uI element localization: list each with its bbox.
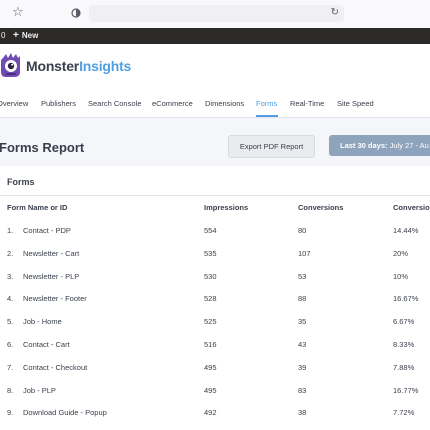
row-number: 3. [7, 271, 14, 281]
conversions-value: 107 [298, 248, 311, 258]
url-bar[interactable]: ↻ [89, 5, 344, 22]
conversions-value: 35 [298, 317, 307, 327]
impressions-value: 535 [204, 248, 217, 258]
column-header-conversions: Conversions [298, 203, 344, 212]
report-header: Forms Report Export PDF Report Last 30 d… [0, 118, 430, 167]
logo-name-main: Monster [26, 58, 80, 74]
conversion-rate-value: 20% [393, 248, 409, 258]
form-name: Job - PLP [23, 385, 56, 395]
forms-panel: Forms Form Name or ID Impressions Conver… [0, 166, 430, 430]
row-number: 4. [7, 294, 14, 304]
panel-title: Forms [7, 177, 35, 187]
form-name: Contact - PDP [23, 226, 71, 235]
conversion-rate-value: 6.67% [393, 317, 415, 327]
conversions-value: 39 [298, 362, 307, 372]
form-name: Contact - Cart [23, 340, 70, 349]
table-row: 7. Contact - Checkout 495 39 7.88% [0, 363, 430, 385]
table-row: 5. Job - Home 525 35 6.67% [0, 317, 430, 339]
table-row: 3. Newsletter - PLP 530 53 10% [0, 272, 430, 294]
impressions-value: 516 [204, 340, 217, 349]
impressions-value: 554 [204, 226, 217, 235]
new-label: New [21, 31, 39, 40]
browser-toolbar: ☆ ↻ [0, 0, 430, 29]
tab-forms[interactable]: Forms [256, 99, 278, 108]
conversion-rate-value: 16.67% [393, 294, 419, 304]
table-row: 9. Download Guide - Popup 492 38 7.72% [0, 408, 430, 430]
form-name: Contact - Checkout [23, 362, 88, 372]
shield-icon[interactable] [71, 8, 81, 18]
date-range-value: July 27 - Au [389, 141, 429, 150]
row-number: 6. [7, 340, 14, 349]
row-number: 2. [7, 248, 14, 258]
table-row: 6. Contact - Cart 516 43 8.33% [0, 340, 430, 362]
update-count[interactable]: 0 [1, 31, 6, 40]
column-header-impressions: Impressions [204, 203, 249, 212]
plugin-header: MonsterInsights [0, 44, 430, 91]
new-content-button[interactable]: + New [13, 30, 38, 41]
reload-icon[interactable]: ↻ [330, 7, 339, 18]
impressions-value: 525 [204, 317, 217, 327]
tab-overview[interactable]: Overview [0, 99, 29, 108]
impressions-value: 495 [204, 385, 217, 395]
table-row: 2. Newsletter - Cart 535 107 20% [0, 249, 430, 271]
form-name: Newsletter - Cart [23, 248, 80, 258]
conversion-rate-value: 7.88% [393, 362, 415, 372]
impressions-value: 528 [204, 294, 217, 304]
conversions-value: 38 [298, 408, 307, 418]
table-row: 4. Newsletter - Footer 528 88 16.67% [0, 294, 430, 316]
conversion-rate-value: 14.44% [393, 226, 419, 235]
export-pdf-button[interactable]: Export PDF Report [228, 135, 315, 158]
date-range-prefix: Last 30 days: [340, 141, 388, 150]
tab-publishers[interactable]: Publishers [41, 99, 77, 108]
logo-wordmark: MonsterInsights [26, 58, 131, 74]
form-name: Download Guide - Popup [23, 408, 107, 418]
form-name: Newsletter - PLP [23, 271, 80, 281]
page-title: Forms Report [0, 140, 85, 155]
impressions-value: 495 [204, 362, 217, 372]
conversions-value: 43 [298, 340, 307, 349]
impressions-value: 530 [204, 271, 217, 281]
row-number: 9. [7, 408, 14, 418]
star-icon[interactable]: ☆ [12, 5, 24, 20]
tab-search-console[interactable]: Search Console [88, 99, 142, 108]
form-name: Job - Home [23, 317, 62, 327]
conversions-value: 80 [298, 226, 307, 235]
logo-name-accent: Insights [79, 58, 132, 74]
tab-real-time[interactable]: Real-Time [290, 99, 325, 108]
active-tab-indicator [256, 115, 278, 117]
conversion-rate-value: 16.77% [393, 385, 419, 395]
tab-site-speed[interactable]: Site Speed [337, 99, 374, 108]
plus-icon: + [13, 30, 19, 41]
wp-admin-bar: 0 + New [0, 28, 430, 44]
row-number: 5. [7, 317, 14, 327]
impressions-value: 492 [204, 408, 217, 418]
conversion-rate-value: 10% [393, 271, 409, 281]
conversions-value: 88 [298, 294, 307, 304]
form-name: Newsletter - Footer [23, 294, 87, 304]
column-header-form-name: Form Name or ID [7, 203, 68, 212]
row-number: 1. [7, 226, 14, 235]
conversion-rate-value: 8.33% [393, 340, 415, 349]
conversion-rate-value: 7.72% [393, 408, 415, 418]
conversions-value: 53 [298, 271, 307, 281]
tab-ecommerce[interactable]: eCommerce [152, 99, 193, 108]
report-tabs: Overview Publishers Search Console eComm… [0, 90, 430, 118]
row-number: 7. [7, 362, 14, 372]
column-header-conversion-rate: Conversio [393, 203, 430, 212]
date-range-button[interactable]: Last 30 days: July 27 - Au [329, 135, 430, 156]
monster-logo-icon [1, 53, 20, 77]
tab-dimensions[interactable]: Dimensions [205, 99, 245, 108]
panel-divider [0, 195, 430, 196]
table-row: 8. Job - PLP 495 83 16.77% [0, 386, 430, 408]
conversions-value: 83 [298, 385, 307, 395]
table-row: 1. Contact - PDP 554 80 14.44% [0, 226, 430, 248]
row-number: 8. [7, 385, 14, 395]
